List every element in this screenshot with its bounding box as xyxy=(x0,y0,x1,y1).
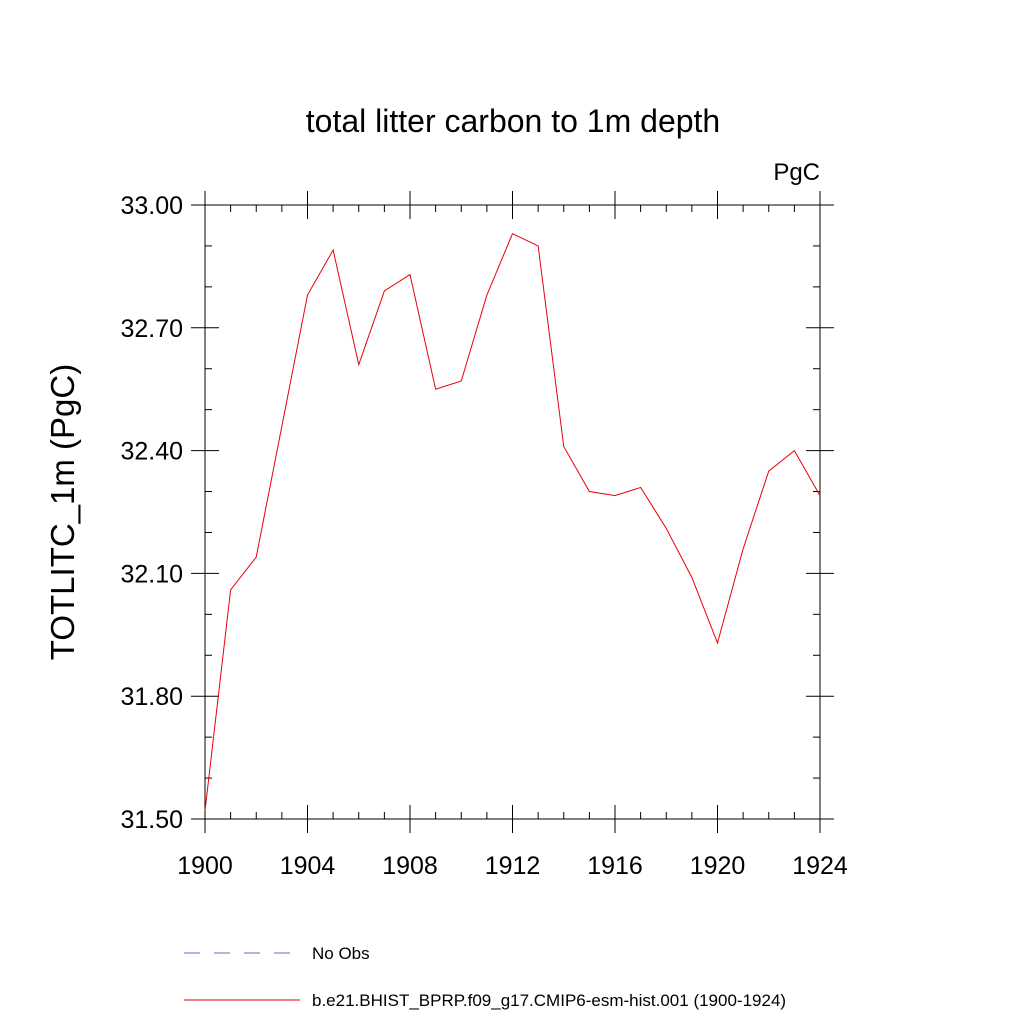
series-line-0 xyxy=(204,232,821,811)
y-tick-label: 31.50 xyxy=(120,806,183,834)
x-tick-label: 1900 xyxy=(177,852,233,880)
y-tick-label: 31.80 xyxy=(120,683,183,711)
y-tick-label: 32.40 xyxy=(120,438,183,466)
plot-frame xyxy=(204,204,821,820)
legend: No Obs b.e21.BHIST_BPRP.f09_g17.CMIP6-es… xyxy=(184,944,786,1010)
legend-series-label: b.e21.BHIST_BPRP.f09_g17.CMIP6-esm-hist.… xyxy=(312,991,786,1010)
y-axis: 31.50 31.80 32.10 32.40 32.70 33.00 xyxy=(120,192,834,834)
x-tick-label: 1908 xyxy=(382,852,438,880)
x-tick-label: 1904 xyxy=(280,852,336,880)
units-label: PgC xyxy=(773,159,820,186)
x-tick-label: 1924 xyxy=(792,852,848,880)
chart-title: total litter carbon to 1m depth xyxy=(306,103,720,139)
y-axis-label: TOTLITC_1m (PgC) xyxy=(44,364,81,660)
x-tick-label: 1920 xyxy=(690,852,746,880)
x-tick-label: 1916 xyxy=(587,852,643,880)
y-tick-label: 32.70 xyxy=(120,315,183,343)
series-layer xyxy=(204,232,821,811)
y-tick-label: 33.00 xyxy=(120,192,183,220)
legend-no-obs-label: No Obs xyxy=(312,944,370,963)
y-tick-label: 32.10 xyxy=(120,560,183,588)
x-axis: 1900 1904 1908 1912 1916 1920 1924 xyxy=(177,191,848,880)
x-tick-label: 1912 xyxy=(485,852,541,880)
